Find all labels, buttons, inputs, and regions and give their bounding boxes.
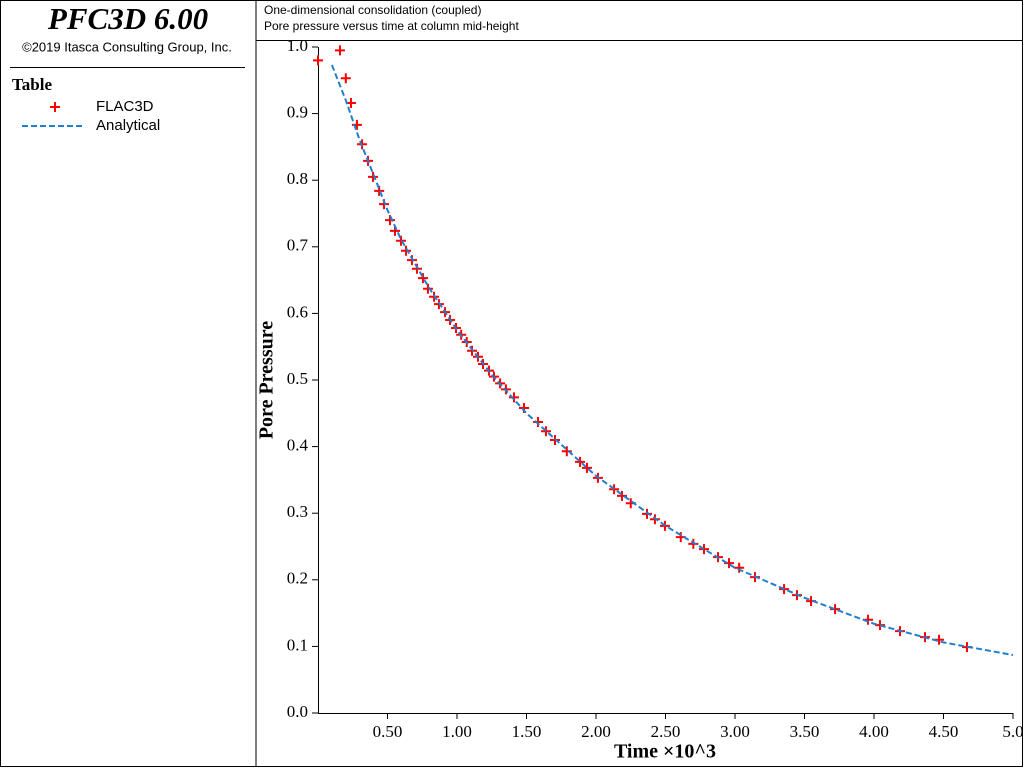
y-tick-label: 0.0: [287, 702, 308, 721]
data-point: [540, 426, 551, 437]
x-tick-label: 2.00: [581, 722, 611, 741]
y-tick-label: 1.0: [287, 36, 308, 55]
data-point: [533, 416, 544, 427]
x-axis-label: Time ×10^3: [614, 741, 716, 763]
data-point: [400, 245, 411, 256]
data-point: [561, 446, 572, 457]
data-point: [688, 538, 699, 549]
y-tick-label: 0.1: [287, 635, 308, 654]
data-point: [734, 562, 745, 573]
data-point: [581, 462, 592, 473]
y-tick-label: 0.7: [287, 236, 309, 255]
y-tick-label: 0.3: [287, 502, 308, 521]
chart-subtitle: Pore pressure versus time at column mid-…: [264, 19, 519, 33]
legend-marker: [50, 102, 60, 112]
app-title: PFC3D 6.00: [47, 1, 208, 36]
x-tick-label: 1.50: [512, 722, 542, 741]
x-tick-label: 4.50: [929, 722, 959, 741]
legend-title: Table: [12, 75, 52, 94]
chart-title: One-dimensional consolidation (coupled): [264, 3, 481, 17]
y-tick-label: 0.5: [287, 369, 308, 388]
data-point: [368, 171, 379, 182]
x-tick-label: 1.00: [442, 722, 472, 741]
x-tick-label: 3.50: [790, 722, 820, 741]
legend-label: FLAC3D: [96, 98, 154, 115]
x-tick-label: 2.50: [651, 722, 681, 741]
y-tick-label: 0.8: [287, 169, 308, 188]
data-point: [575, 456, 586, 467]
x-tick-label: 3.00: [720, 722, 750, 741]
data-point: [417, 273, 428, 284]
x-tick-label: 0.50: [373, 722, 403, 741]
x-tick-label: 4.00: [859, 722, 889, 741]
y-tick-label: 0.6: [287, 302, 308, 321]
y-tick-label: 0.9: [287, 103, 308, 122]
x-tick-label: 5.0: [1002, 722, 1023, 741]
data-point: [422, 283, 433, 294]
data-point: [340, 73, 351, 84]
y-tick-label: 0.2: [287, 569, 308, 588]
data-point: [313, 55, 323, 66]
data-line: [330, 64, 1014, 657]
data-point: [334, 45, 345, 56]
data-point: [830, 604, 841, 615]
copyright: ©2019 Itasca Consulting Group, Inc.: [22, 39, 232, 54]
data-point: [508, 392, 519, 403]
y-tick-label: 0.4: [287, 436, 309, 455]
y-axis-label: Pore Pressure: [256, 321, 278, 439]
legend-label: Analytical: [96, 117, 160, 134]
